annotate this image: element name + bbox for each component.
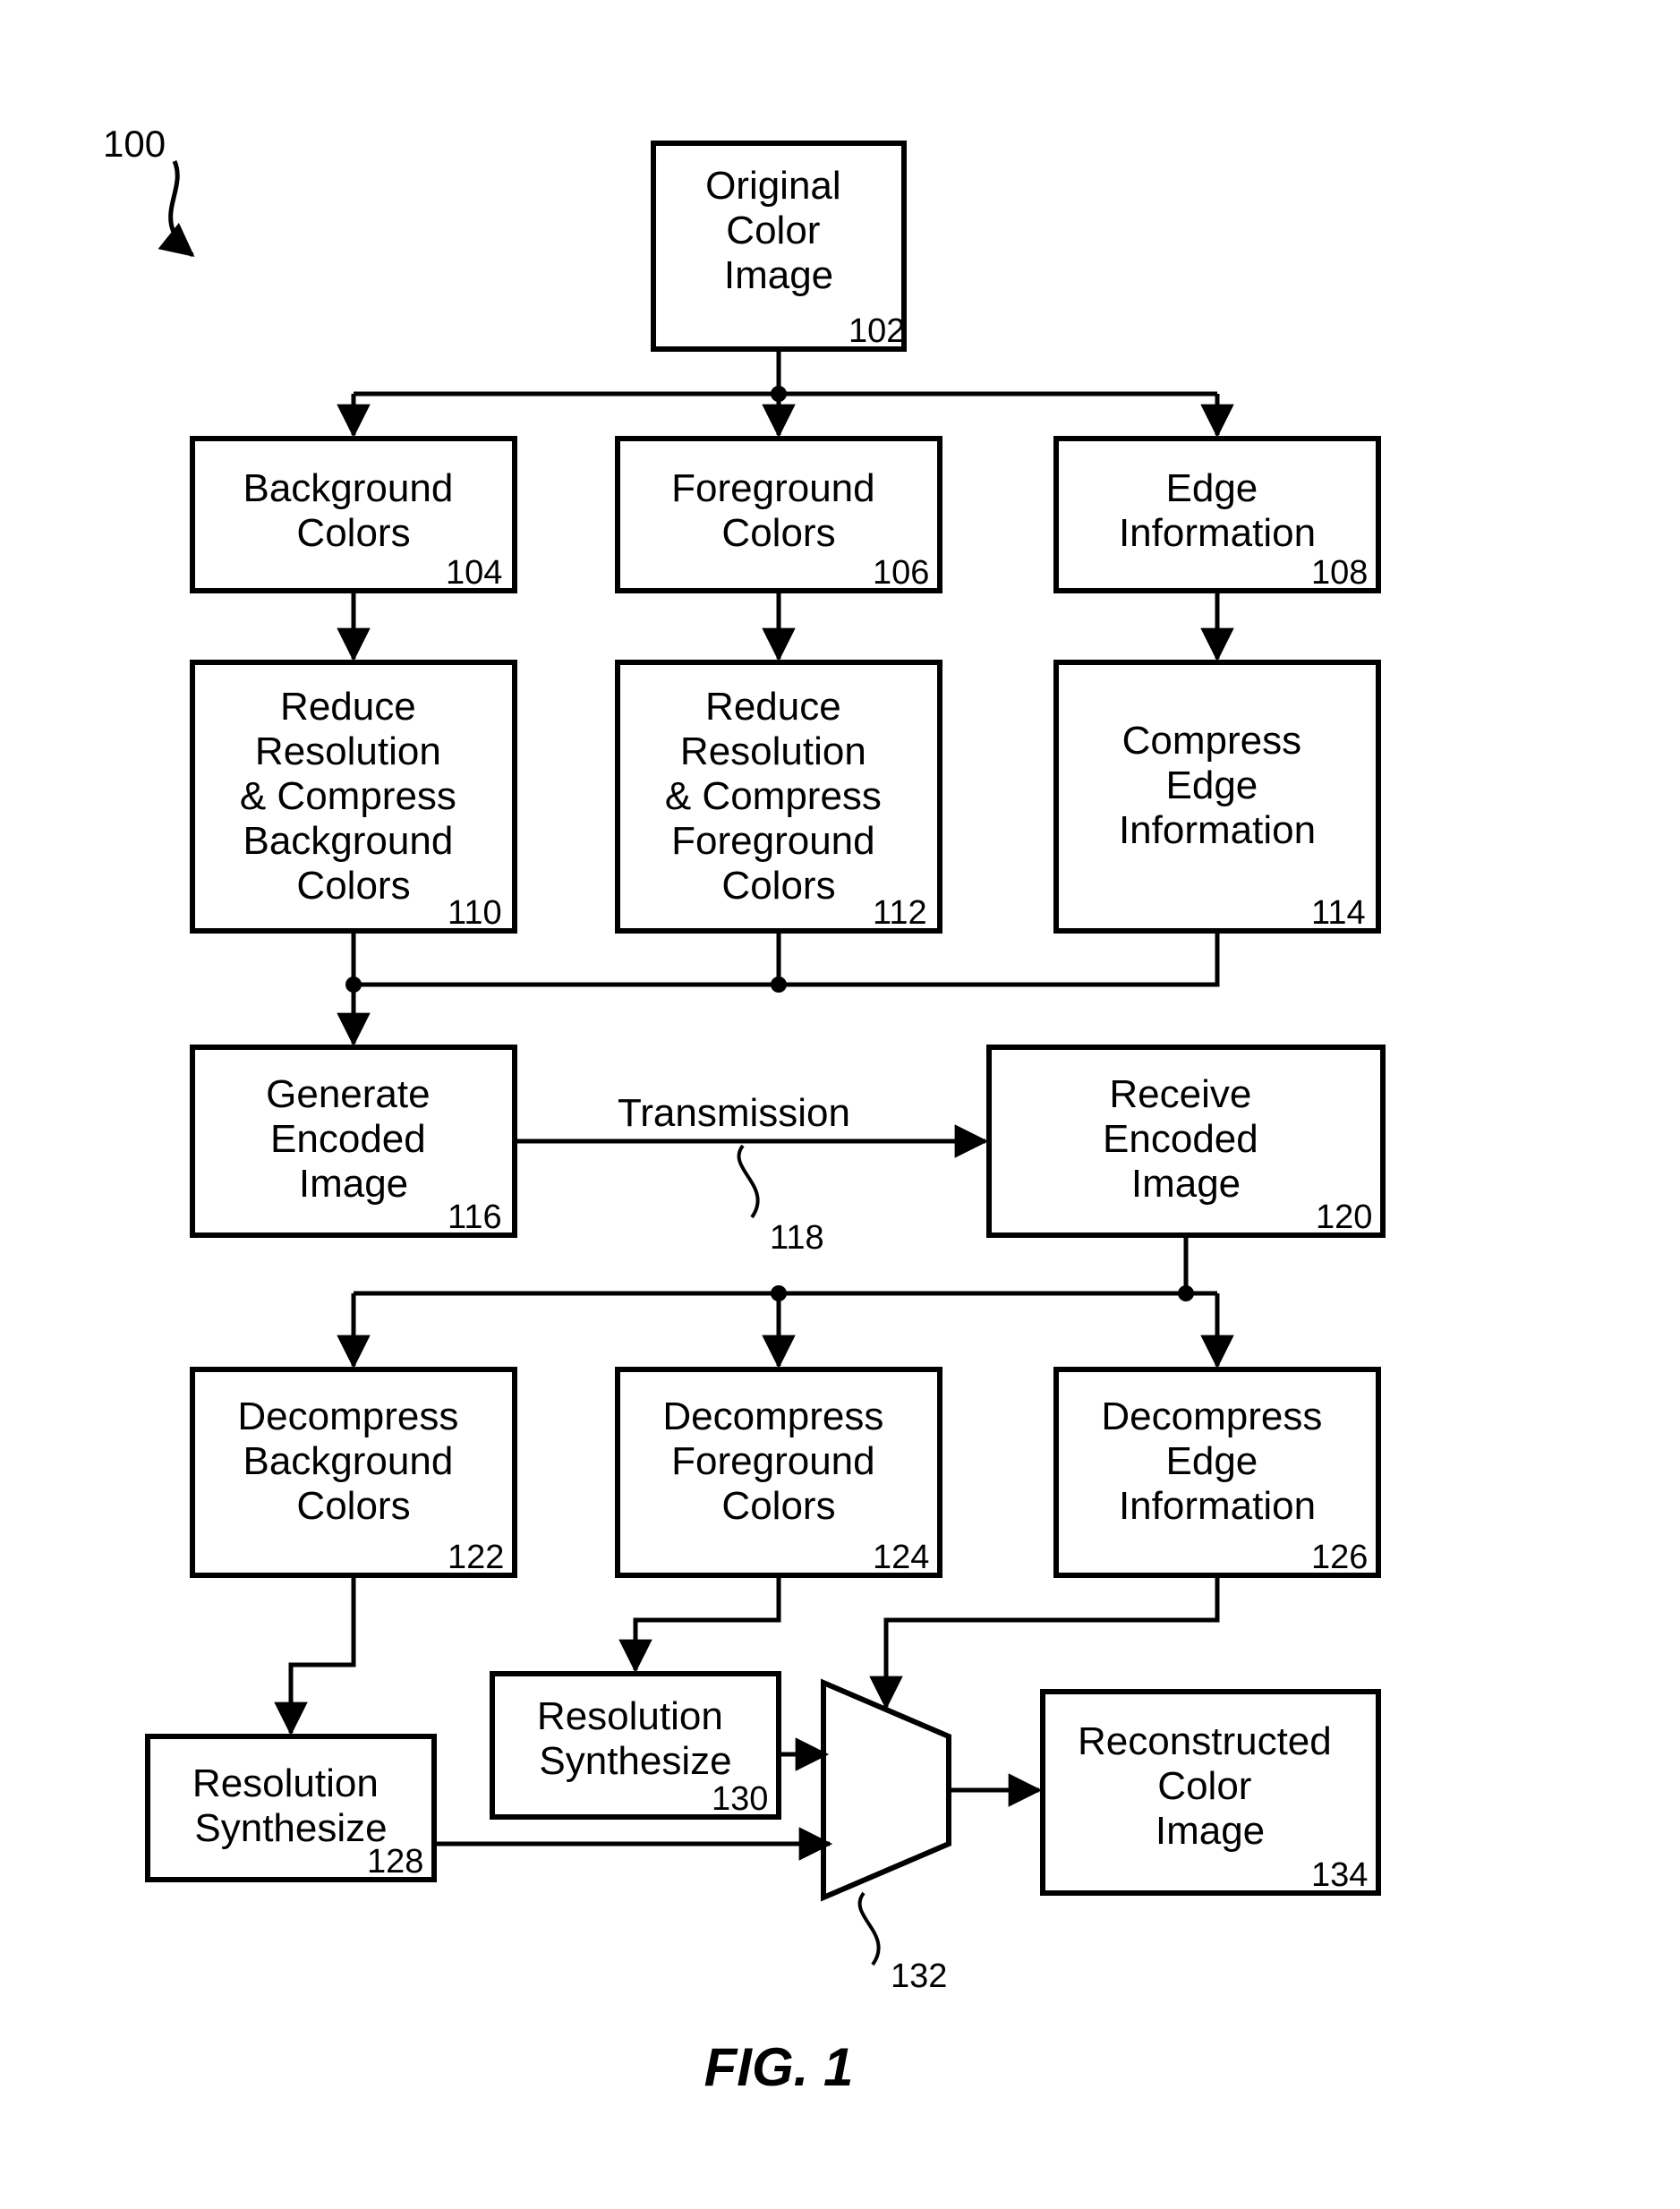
n124-ref: 124 xyxy=(873,1539,929,1576)
n134-l2: Color xyxy=(1157,1764,1251,1808)
n112-l4: Foreground xyxy=(671,819,874,863)
svg-text:Resolution Synthesize: Resolution Synthesize xyxy=(537,1694,734,1783)
n108-l2: Information xyxy=(1119,511,1316,555)
mux-132 xyxy=(823,1683,949,1898)
n116-l3: Image xyxy=(299,1162,408,1206)
n120-l1: Receive xyxy=(1109,1072,1251,1116)
ref-100-text: 100 xyxy=(103,123,166,165)
node-decompress-fg: Decompress Foreground Colors 124 xyxy=(618,1369,940,1576)
edge-transmission: Transmission 118 xyxy=(515,1091,985,1257)
n124-l1: Decompress xyxy=(662,1394,883,1438)
n110-l2: Resolution xyxy=(255,729,441,773)
n104-ref: 104 xyxy=(446,554,502,592)
n126-l1: Decompress xyxy=(1101,1394,1322,1438)
n122-l1: Decompress xyxy=(237,1394,458,1438)
n122-l2: Background xyxy=(243,1439,453,1483)
ref-132: 132 xyxy=(891,1957,947,1995)
edge-124-130 xyxy=(635,1575,779,1670)
ref-100: 100 xyxy=(103,123,192,255)
node-background-colors: Background Colors 104 xyxy=(192,439,515,592)
flowchart-svg: Original Color Image 102 Background Colo… xyxy=(0,0,1680,2209)
n112-l3: & Compress xyxy=(665,774,882,818)
n124-l2: Foreground xyxy=(671,1439,874,1483)
n106-ref: 106 xyxy=(873,554,929,592)
node-reconstructed: Reconstructed Color Image 134 xyxy=(1043,1692,1378,1894)
n102-line2: Color xyxy=(726,209,820,252)
n102-ref: 102 xyxy=(849,312,905,350)
n112-l1: Reduce xyxy=(705,685,841,729)
n134-l3: Image xyxy=(1156,1809,1265,1853)
n110-l4: Background xyxy=(243,819,453,863)
n130-ref: 130 xyxy=(712,1780,768,1818)
n110-ref: 110 xyxy=(448,894,502,932)
edge-126-mux xyxy=(886,1575,1217,1707)
n112-ref: 112 xyxy=(873,894,927,932)
node-res-synth-128: Resolution Synthesize 128 xyxy=(148,1736,434,1881)
n120-l2: Encoded xyxy=(1103,1117,1258,1161)
n104-l2: Colors xyxy=(296,511,410,555)
n116-ref: 116 xyxy=(448,1198,502,1236)
transmission-label: Transmission xyxy=(618,1091,850,1135)
n114-l2: Edge xyxy=(1166,763,1258,807)
n112-l2: Resolution xyxy=(680,729,866,773)
n128-ref: 128 xyxy=(367,1843,423,1881)
n112-l5: Colors xyxy=(721,864,835,908)
n104-l1: Background xyxy=(243,466,453,510)
n134-l1: Reconstructed xyxy=(1078,1719,1332,1763)
node-compress-edge: Compress Edge Information 114 xyxy=(1056,662,1378,932)
node-receive-encoded: Receive Encoded Image 120 xyxy=(989,1047,1383,1236)
n122-l3: Colors xyxy=(296,1484,410,1528)
n110-l5: Colors xyxy=(296,864,410,908)
n120-ref: 120 xyxy=(1316,1198,1372,1236)
n128-l2: Synthesize xyxy=(194,1806,387,1850)
n108-ref: 108 xyxy=(1311,554,1368,592)
n110-l1: Reduce xyxy=(280,685,416,729)
node-decompress-bg: Decompress Background Colors 122 xyxy=(192,1369,515,1576)
n110-l3: & Compress xyxy=(240,774,456,818)
n116-l1: Generate xyxy=(266,1072,430,1116)
edge-122-128 xyxy=(291,1575,354,1733)
n124-l3: Colors xyxy=(721,1484,835,1528)
n114-ref: 114 xyxy=(1311,894,1366,932)
n120-l3: Image xyxy=(1131,1162,1241,1206)
n134-ref: 134 xyxy=(1311,1856,1368,1894)
n106-l2: Colors xyxy=(721,511,835,555)
n106-l1: Foreground xyxy=(671,466,874,510)
svg-text:Resolution Synthesize: Resolution Synthesize xyxy=(192,1761,389,1850)
n126-ref: 126 xyxy=(1311,1539,1368,1576)
n102-line1: Original xyxy=(705,164,841,208)
node-decompress-edge: Decompress Edge Information 126 xyxy=(1056,1369,1378,1576)
node-reduce-fg: Reduce Resolution & Compress Foreground … xyxy=(618,662,940,932)
n114-l1: Compress xyxy=(1122,719,1302,763)
node-edge-information: Edge Information 108 xyxy=(1056,439,1378,592)
figure-caption: FIG. 1 xyxy=(704,2037,854,2097)
n102-line3: Image xyxy=(724,253,833,297)
n130-l2: Synthesize xyxy=(539,1739,731,1783)
node-original-color-image: Original Color Image 102 xyxy=(653,143,905,350)
edge-102-fanout xyxy=(354,349,1217,435)
n130-l1: Resolution xyxy=(537,1694,723,1738)
n108-l1: Edge xyxy=(1166,466,1258,510)
node-generate-encoded: Generate Encoded Image 116 xyxy=(192,1047,515,1236)
edge-to-116 xyxy=(345,931,1217,1044)
node-foreground-colors: Foreground Colors 106 xyxy=(618,439,940,592)
n126-l2: Edge xyxy=(1166,1439,1258,1483)
n126-l3: Information xyxy=(1119,1484,1316,1528)
ref-118: 118 xyxy=(770,1219,824,1257)
node-res-synth-130: Resolution Synthesize 130 xyxy=(492,1674,779,1818)
ref-132-leader: 132 xyxy=(860,1893,948,1995)
n114-l3: Information xyxy=(1119,808,1316,852)
n122-ref: 122 xyxy=(448,1539,504,1576)
svg-text:Original Color Ima: Original Color Image xyxy=(705,164,852,297)
n116-l2: Encoded xyxy=(270,1117,426,1161)
n128-l1: Resolution xyxy=(192,1761,379,1805)
node-reduce-bg: Reduce Resolution & Compress Background … xyxy=(192,662,515,932)
